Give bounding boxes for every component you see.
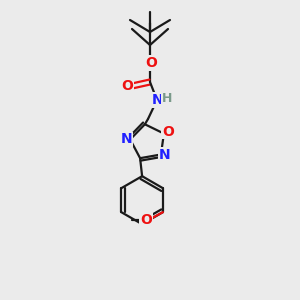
Text: N: N bbox=[159, 148, 171, 161]
Text: N: N bbox=[120, 133, 132, 146]
Text: N: N bbox=[152, 93, 164, 107]
Text: O: O bbox=[140, 213, 152, 227]
Text: H: H bbox=[162, 92, 172, 104]
Text: O: O bbox=[145, 56, 157, 70]
Text: O: O bbox=[121, 79, 133, 93]
Text: O: O bbox=[162, 124, 174, 139]
